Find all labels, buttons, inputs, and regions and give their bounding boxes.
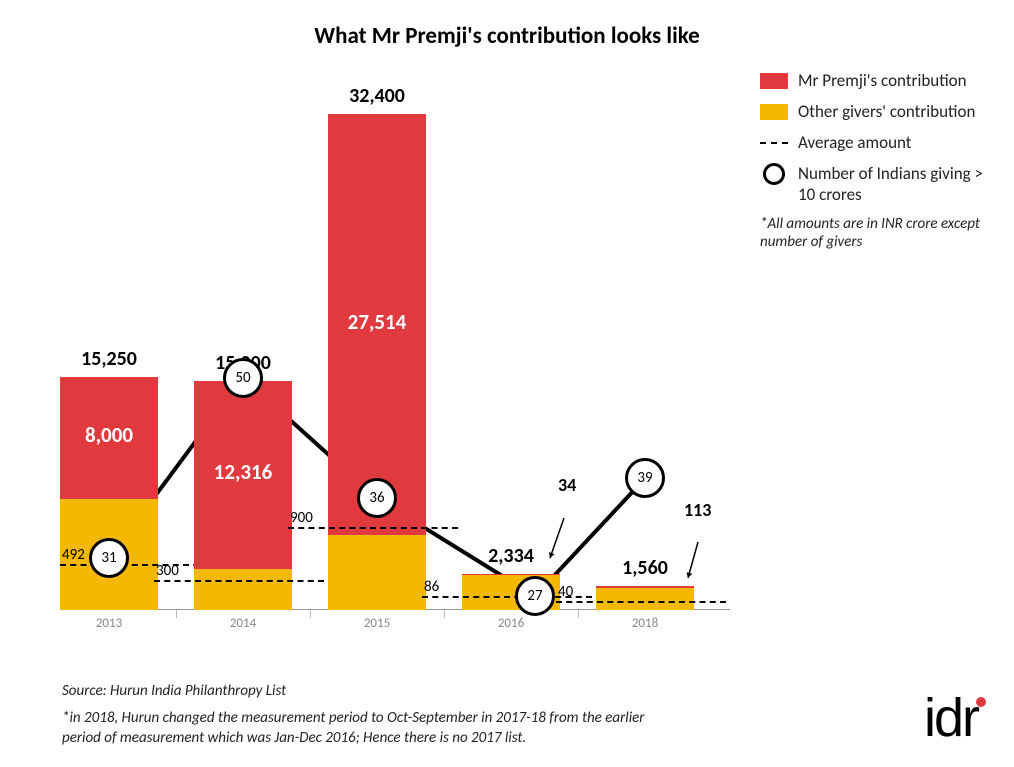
legend-item: Average amount [760, 132, 1000, 153]
x-tick-separator [176, 610, 177, 618]
legend-item: Number of Indians giving > 10 crores [760, 163, 1000, 205]
legend-label: Average amount [798, 132, 911, 153]
avg-label: 900 [290, 509, 313, 527]
callout-arrow-icon [596, 496, 734, 610]
premji-value-label: 12,316 [194, 459, 292, 485]
legend-item: Other givers' contribution [760, 101, 1000, 122]
x-axis-labels: 2013 2014 2015 2016 2018 [60, 610, 730, 635]
avg-label: 40 [558, 583, 573, 601]
x-tick-separator [444, 610, 445, 618]
avg-line [556, 601, 726, 603]
legend-circle-icon [763, 163, 785, 185]
legend-dash-icon [760, 142, 788, 144]
premji-value-label: 8,000 [60, 422, 158, 448]
avg-label: 300 [156, 562, 179, 580]
chart-title: What Mr Premji's contribution looks like [0, 22, 1014, 50]
avg-line [154, 580, 324, 582]
givers-marker: 39 [625, 458, 665, 498]
source-text: Source: Hurun India Philanthropy List [62, 682, 286, 700]
legend-item: Mr Premji's contribution [760, 70, 1000, 91]
idr-logo: idr [924, 687, 986, 749]
legend-swatch-icon [760, 73, 788, 89]
x-tick-label: 2013 [60, 616, 158, 631]
bar-total-label: 15,250 [60, 347, 158, 371]
plot-region: 8,00015,25049212,31615,00030027,51432,40… [60, 90, 730, 610]
others-segment [194, 569, 292, 610]
legend-swatch-icon [760, 104, 788, 120]
others-segment [328, 535, 426, 610]
avg-line [288, 527, 458, 529]
legend-label: Mr Premji's contribution [798, 70, 967, 91]
legend-label: Other givers' contribution [798, 101, 975, 122]
givers-marker: 50 [223, 358, 263, 398]
footnote-text: *in 2018, Hurun changed the measurement … [62, 708, 662, 749]
x-tick-separator [578, 610, 579, 618]
x-tick-label: 2014 [194, 616, 292, 631]
legend-note: *All amounts are in INR crore except num… [760, 215, 1000, 251]
givers-marker: 31 [89, 538, 129, 578]
legend-label: Number of Indians giving > 10 crores [798, 163, 1000, 205]
logo-dot-icon [976, 697, 986, 707]
x-tick-label: 2015 [328, 616, 426, 631]
givers-marker: 36 [357, 478, 397, 518]
x-tick-separator [310, 610, 311, 618]
bar-total-label: 32,400 [328, 84, 426, 108]
x-tick-label: 2018 [596, 616, 694, 631]
x-tick-label: 2016 [462, 616, 560, 631]
premji-value-label: 27,514 [328, 309, 426, 335]
avg-label: 492 [62, 546, 85, 564]
avg-label: 86 [424, 578, 439, 596]
legend: Mr Premji's contribution Other givers' co… [760, 70, 1000, 251]
chart-area: 8,00015,25049212,31615,00030027,51432,40… [60, 90, 730, 635]
